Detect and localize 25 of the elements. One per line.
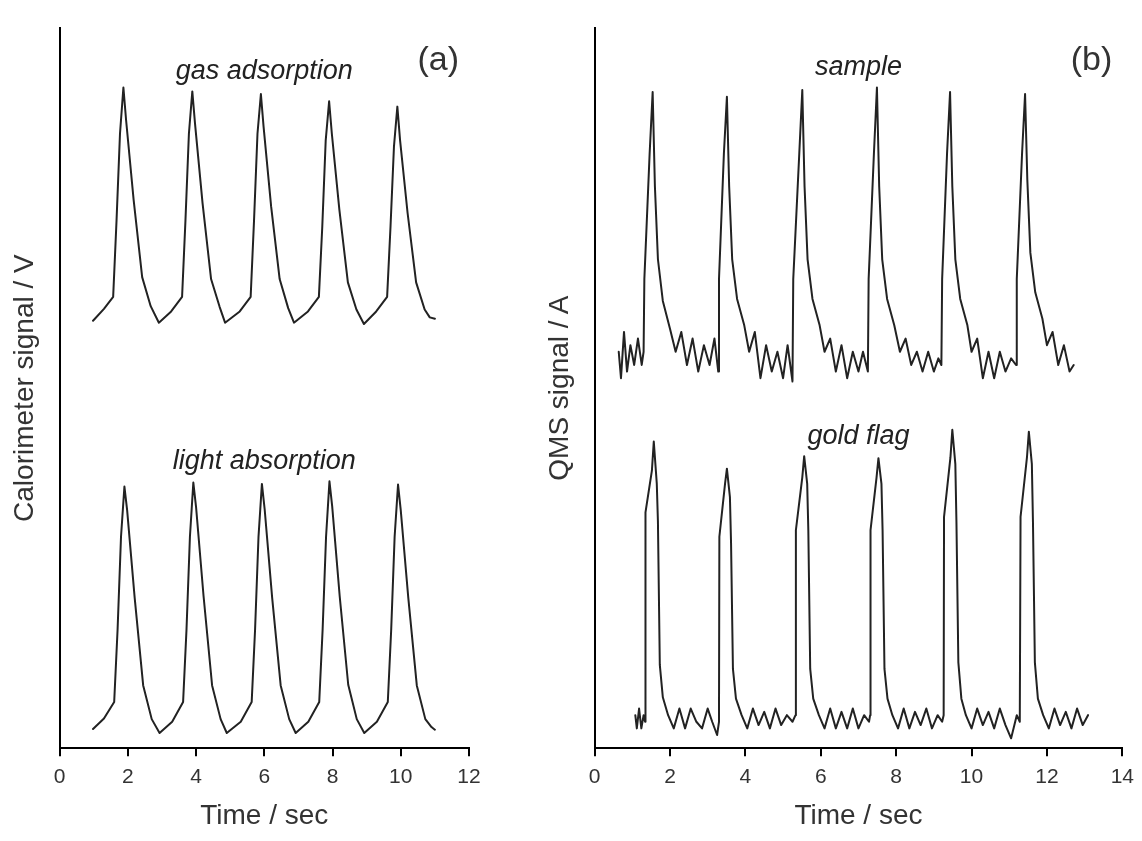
x-tick-label: 10 [959, 763, 984, 787]
x-tick-label: 14 [1110, 763, 1135, 787]
series-label: sample [814, 51, 902, 82]
x-tick-label: 0 [53, 763, 66, 787]
x-tick-label: 4 [739, 763, 752, 787]
x-axis-title: Time / sec [794, 798, 923, 830]
x-tick-label: 6 [814, 763, 827, 787]
x-tick-label: 12 [1035, 763, 1059, 787]
x-tick-label: 8 [890, 763, 902, 787]
x-tick-label: 12 [457, 763, 481, 787]
y-axis-title: QMS signal / A [542, 295, 574, 481]
x-axis-title: Time / sec [200, 798, 329, 830]
x-tick-label: 0 [588, 763, 601, 787]
x-tick-label: 10 [389, 763, 413, 787]
series-label: light absorption [172, 445, 356, 476]
x-tick-label: 2 [121, 763, 134, 787]
text: (b) [1070, 39, 1113, 77]
series-label: gold flag [807, 420, 910, 451]
x-tick-label: 2 [664, 763, 676, 787]
text: (a) [417, 39, 459, 77]
x-tick-label: 6 [258, 763, 271, 787]
x-tick-label: 8 [326, 763, 339, 787]
x-tick-label: 4 [190, 763, 203, 787]
y-axis-title: Calorimeter signal / V [7, 253, 39, 522]
series-label: gas adsorption [175, 55, 353, 86]
